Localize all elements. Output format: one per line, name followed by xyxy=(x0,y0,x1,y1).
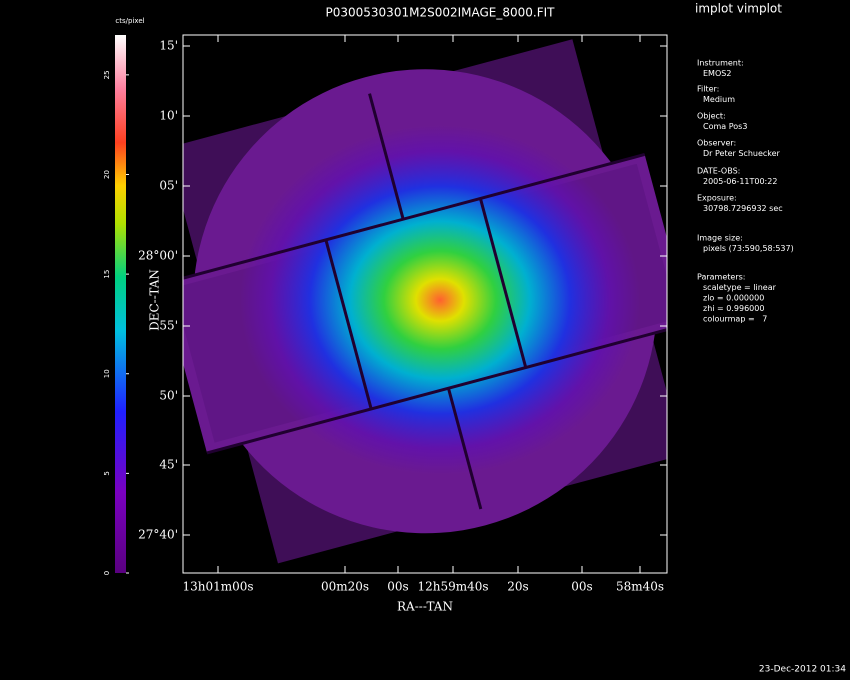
info-label: Parameters: xyxy=(697,273,745,282)
y-axis-label: DEC--TAN xyxy=(148,269,162,331)
colorbar-tick-label: 15 xyxy=(103,270,111,279)
info-panel: Instrument:EMOS2 Filter:Medium Object:Coma… xyxy=(697,59,794,324)
timestamp: 23-Dec-2012 01:34 xyxy=(759,665,846,675)
info-label: Observer: xyxy=(697,139,736,148)
y-tick-label: 45' xyxy=(159,458,178,472)
y-tick-label: 10' xyxy=(159,109,178,123)
colorbar-tick-label: 5 xyxy=(103,471,111,475)
axes: 13h01m00s 00m20s 00s 12h59m40s 20s 00s 58m40s 1… xyxy=(138,35,667,594)
info-label: Image size: xyxy=(697,234,743,243)
info-value: Medium xyxy=(703,95,735,104)
x-tick-label: 00m20s xyxy=(321,580,369,594)
colorbar-tick-label: 10 xyxy=(103,369,111,378)
x-tick-label: 00s xyxy=(571,580,592,594)
info-value: EMOS2 xyxy=(703,69,731,78)
app-title: implot vimplot xyxy=(695,2,782,16)
x-tick-label: 00s xyxy=(387,580,408,594)
info-value: 30798.7296932 sec xyxy=(703,204,783,213)
colorbar-tick-label: 0 xyxy=(103,571,111,575)
y-tick-label: 27°40' xyxy=(138,528,178,542)
plot-title: P0300530301M2S002IMAGE_8000.FIT xyxy=(326,6,556,20)
info-label: Object: xyxy=(697,112,726,121)
info-value: zhi = 0.996000 xyxy=(703,304,764,313)
y-tick-label: 05' xyxy=(159,179,178,193)
colorbar xyxy=(115,35,126,573)
colorbar-tick-label: 25 xyxy=(103,70,111,79)
y-tick-label: 15' xyxy=(159,39,178,53)
info-value: Dr Peter Schuecker xyxy=(703,149,781,158)
y-tick-label: 28°00' xyxy=(138,249,178,263)
info-value: zlo = 0.000000 xyxy=(703,294,764,303)
image xyxy=(183,39,667,564)
colorbar-tick-label: 20 xyxy=(103,170,111,179)
info-label: DATE-OBS: xyxy=(697,167,740,176)
x-tick-label: 20s xyxy=(507,580,528,594)
info-label: Instrument: xyxy=(697,59,744,68)
info-label: Filter: xyxy=(697,85,719,94)
info-value: scaletype = linear xyxy=(703,283,777,292)
colorbar-ticks: 0 5 10 15 20 25 xyxy=(103,70,129,575)
x-axis-label: RA---TAN xyxy=(397,600,453,614)
info-value: colourmap = 7 xyxy=(703,315,767,324)
x-tick-label: 12h59m40s xyxy=(417,580,488,594)
colorbar-label: cts/pixel xyxy=(115,17,144,25)
y-tick-label: 55' xyxy=(159,319,178,333)
y-tick-label: 50' xyxy=(159,389,178,403)
info-value: 2005-06-11T00:22 xyxy=(703,177,777,186)
info-value: pixels (73:590,58:537) xyxy=(703,244,794,253)
plot-frame xyxy=(182,34,668,574)
info-label: Exposure: xyxy=(697,194,737,203)
info-value: Coma Pos3 xyxy=(703,122,747,131)
x-tick-label: 58m40s xyxy=(616,580,664,594)
x-tick-label: 13h01m00s xyxy=(182,580,253,594)
